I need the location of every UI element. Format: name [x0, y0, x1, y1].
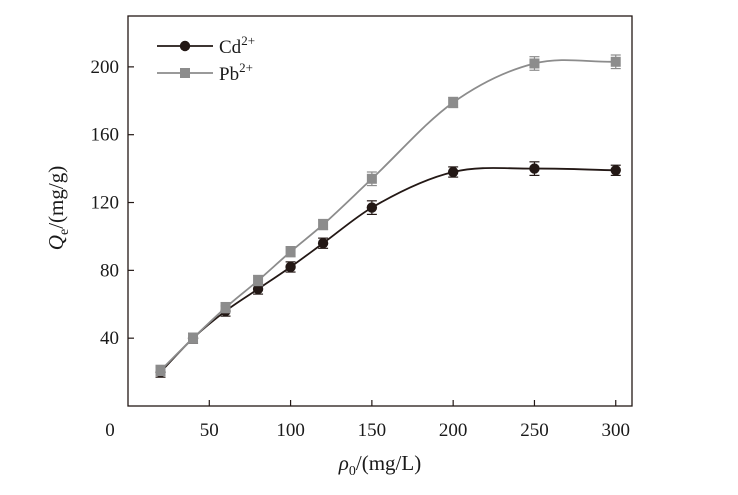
legend-label-pb: Pb2+ [219, 60, 253, 85]
x-tick-label: 300 [601, 420, 630, 441]
legend: Cd2+Pb2+ [157, 33, 255, 85]
data-point-cd [252, 283, 264, 295]
legend-item-cd: Cd2+ [157, 33, 255, 58]
series-pb [155, 54, 621, 377]
data-point-pb [220, 302, 231, 313]
x-tick-label: 50 [200, 420, 219, 441]
data-point-pb [253, 275, 264, 286]
data-point-pb [155, 365, 166, 376]
y-tick-label: 160 [91, 125, 120, 146]
x-tick-label: 200 [439, 420, 468, 441]
data-point-pb [366, 173, 377, 184]
data-point-cd [529, 163, 540, 174]
series-line-cd [159, 167, 616, 373]
data-point-cd [610, 165, 621, 176]
data-point-pb [610, 56, 621, 67]
y-tick-label: 40 [100, 328, 119, 349]
data-point-cd [317, 238, 329, 249]
legend-marker-cd [179, 40, 191, 52]
data-point-pb [529, 58, 540, 69]
legend-marker-pb [180, 68, 190, 78]
legend-item-pb: Pb2+ [157, 60, 253, 85]
x-tick-label: 150 [358, 420, 387, 441]
y-tick-label: 200 [91, 57, 120, 78]
x-tick-label: 250 [520, 420, 549, 441]
series-line-pb [159, 59, 616, 372]
data-point-cd [366, 202, 378, 213]
plot-frame [127, 15, 633, 407]
axis-ticks: 50 100 150 200 250 300 40 80 120 160 200 [91, 57, 630, 441]
x-tick-label: 100 [276, 420, 305, 441]
data-point-pb [448, 97, 459, 108]
series-layer [155, 54, 621, 378]
data-point-pb [188, 333, 199, 344]
series-cd [155, 161, 621, 378]
y-tick-label: 80 [100, 260, 119, 281]
x-axis-title: ρ0/(mg/L) [338, 451, 421, 479]
data-point-cd [447, 166, 459, 178]
data-point-pb [318, 219, 329, 230]
data-point-pb [285, 246, 296, 257]
legend-label-cd: Cd2+ [219, 33, 255, 58]
y-tick-label: 120 [91, 193, 120, 214]
data-point-cd [285, 261, 296, 273]
y-axis-title: Qe/(mg/g) [44, 166, 72, 250]
origin-tick-label: 0 [105, 420, 115, 441]
